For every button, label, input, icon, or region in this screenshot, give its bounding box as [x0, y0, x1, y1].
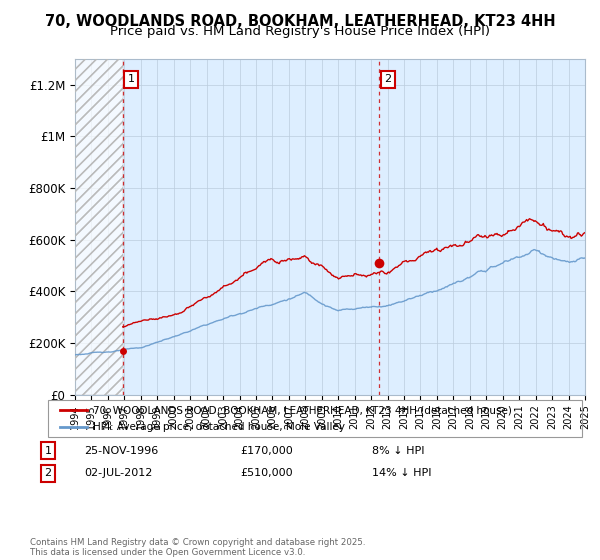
Text: HPI: Average price, detached house, Mole Valley: HPI: Average price, detached house, Mole… — [93, 422, 345, 432]
Bar — [75, 59, 123, 395]
Text: 14% ↓ HPI: 14% ↓ HPI — [372, 468, 431, 478]
Text: £170,000: £170,000 — [240, 446, 293, 456]
Text: 8% ↓ HPI: 8% ↓ HPI — [372, 446, 425, 456]
Text: 70, WOODLANDS ROAD, BOOKHAM, LEATHERHEAD, KT23 4HH (detached house): 70, WOODLANDS ROAD, BOOKHAM, LEATHERHEAD… — [93, 405, 512, 416]
Text: 1: 1 — [128, 74, 134, 85]
Text: 2: 2 — [44, 468, 52, 478]
Text: 70, WOODLANDS ROAD, BOOKHAM, LEATHERHEAD, KT23 4HH: 70, WOODLANDS ROAD, BOOKHAM, LEATHERHEAD… — [44, 14, 556, 29]
Bar — [75, 59, 123, 395]
Text: Contains HM Land Registry data © Crown copyright and database right 2025.
This d: Contains HM Land Registry data © Crown c… — [30, 538, 365, 557]
Text: Price paid vs. HM Land Registry's House Price Index (HPI): Price paid vs. HM Land Registry's House … — [110, 25, 490, 38]
Text: 25-NOV-1996: 25-NOV-1996 — [84, 446, 158, 456]
Text: 2: 2 — [384, 74, 391, 85]
Text: £510,000: £510,000 — [240, 468, 293, 478]
Text: 1: 1 — [44, 446, 52, 456]
Text: 02-JUL-2012: 02-JUL-2012 — [84, 468, 152, 478]
